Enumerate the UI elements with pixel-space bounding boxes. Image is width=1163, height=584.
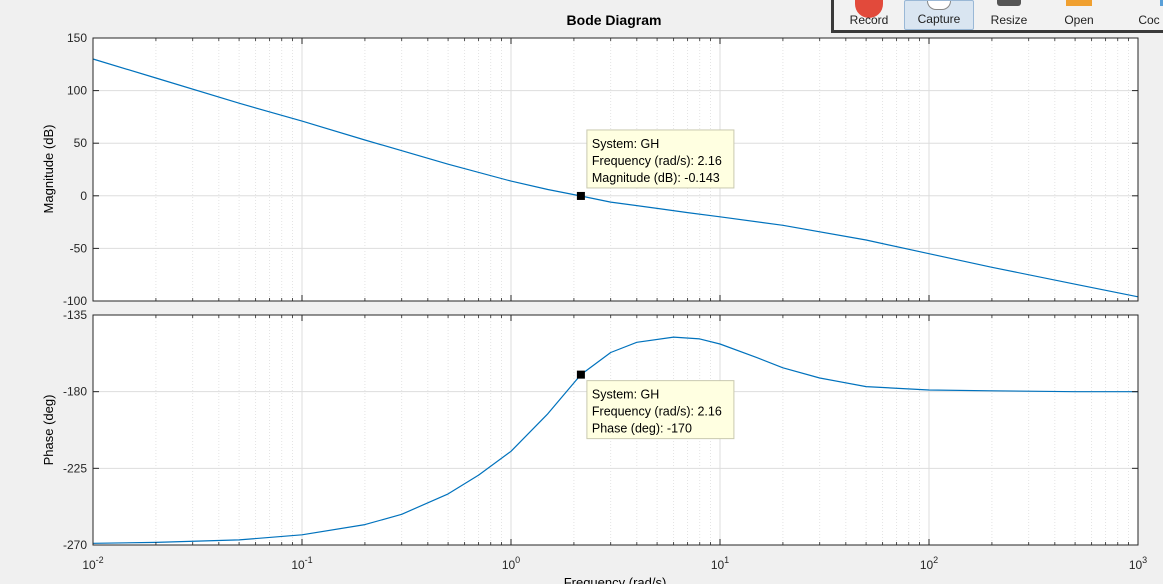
datatip-line: Phase (deg): -170 bbox=[592, 422, 692, 436]
x-tick-label: 10-2 bbox=[82, 555, 103, 572]
open-label: Open bbox=[1064, 13, 1094, 27]
folder-icon bbox=[1066, 0, 1092, 6]
datatip-box bbox=[586, 129, 735, 189]
datatip-line: Magnitude (dB): -0.143 bbox=[592, 171, 720, 185]
record-label: Record bbox=[849, 13, 889, 27]
data-tips[interactable]: System: GH Frequency (rad/s): 2.16 Magnitu… bbox=[576, 129, 735, 440]
y-tick-label: 50 bbox=[74, 136, 88, 150]
y-tick-label: 100 bbox=[67, 84, 87, 98]
phase-axes-box bbox=[92, 314, 1139, 546]
datatip-line: Frequency (rad/s): 2.16 bbox=[592, 154, 722, 168]
code-label: Coc bbox=[1138, 13, 1160, 27]
y-tick-label: -50 bbox=[70, 241, 88, 255]
record-icon bbox=[855, 0, 883, 18]
phase-curve bbox=[92, 336, 1138, 544]
phase-ylabel: Phase (deg) bbox=[41, 395, 56, 466]
datatip-line: System: GH bbox=[592, 388, 659, 402]
record-button[interactable]: Record bbox=[834, 0, 904, 30]
resize-label: Resize bbox=[990, 13, 1028, 27]
x-tick-label: 100 bbox=[502, 555, 520, 572]
datatip-marker bbox=[576, 191, 585, 200]
x-axis-label: Frequency (rad/s) bbox=[564, 575, 667, 584]
y-tick-label: 0 bbox=[80, 189, 87, 203]
magnitude-curve bbox=[92, 58, 1139, 298]
code-button[interactable]: Coc bbox=[1114, 0, 1163, 30]
open-button[interactable]: Open bbox=[1044, 0, 1114, 30]
y-tick-label: -225 bbox=[63, 461, 87, 475]
x-tick-label: 10-1 bbox=[291, 555, 312, 572]
code-icon bbox=[1159, 0, 1163, 6]
x-tick-label: 102 bbox=[920, 555, 938, 572]
y-tick-label: -135 bbox=[63, 308, 87, 322]
y-tick-label: -270 bbox=[63, 538, 87, 552]
magnitude-ylabel: Magnitude (dB) bbox=[41, 125, 56, 214]
axis-ticks: 150 100 50 0 -50 -100-135 -180 -225 -270 10-2 10-1… bbox=[63, 31, 1147, 572]
datatip-line: Frequency (rad/s): 2.16 bbox=[592, 405, 722, 419]
datatip-line: System: GH bbox=[592, 137, 659, 151]
y-tick-label: 150 bbox=[67, 31, 87, 45]
series-lines bbox=[92, 58, 1139, 544]
magnitude-axes-box bbox=[92, 37, 1139, 302]
datatip-marker bbox=[576, 370, 585, 379]
capture-label: Capture bbox=[917, 12, 961, 26]
camera-icon bbox=[927, 1, 951, 10]
figure-toolbar: Record Capture Resize Open Coc bbox=[831, 0, 1163, 33]
resize-icon bbox=[997, 0, 1021, 6]
resize-button[interactable]: Resize bbox=[974, 0, 1044, 30]
x-tick-label: 103 bbox=[1129, 555, 1147, 572]
datatip-box bbox=[586, 380, 735, 440]
capture-button[interactable]: Capture bbox=[904, 0, 974, 30]
y-tick-label: -100 bbox=[63, 294, 87, 308]
chart-title: Bode Diagram bbox=[567, 12, 662, 28]
y-tick-label: -180 bbox=[63, 385, 87, 399]
x-tick-label: 101 bbox=[711, 555, 729, 572]
